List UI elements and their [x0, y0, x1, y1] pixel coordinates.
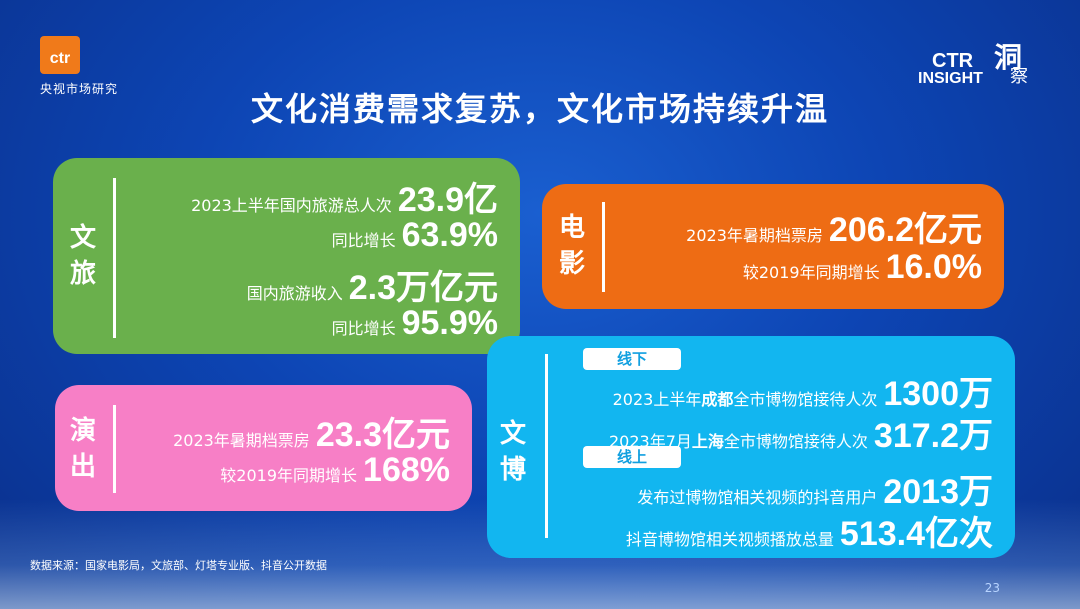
- row-value: 317.2万: [873, 417, 993, 455]
- insight-cha-text: 察: [1010, 66, 1028, 87]
- row-value: 63.9%: [401, 216, 498, 254]
- row-label-pre: 2023上半年: [612, 390, 702, 409]
- row-value: 23.9亿: [397, 181, 498, 219]
- card-wenbo: 文博 线下 2023上半年成都全市博物馆接待人次 1300万 2023年7月上海…: [487, 336, 1015, 558]
- row-label: 较2019年同期增长: [220, 466, 358, 485]
- dianying-row-2: 较2019年同期增长 16.0%: [743, 248, 982, 287]
- row-label-highlight: 成都: [701, 390, 734, 409]
- wenbo-offline-row-1: 2023上半年成都全市博物馆接待人次 1300万: [613, 366, 993, 415]
- card-wenlv-label: 文旅: [69, 223, 96, 289]
- wenlv-row-3: 国内旅游收入 2.3万亿元: [247, 260, 498, 309]
- wenbo-online-row-1: 发布过博物馆相关视频的抖音用户 2013万: [637, 464, 993, 513]
- card-divider: [545, 354, 548, 538]
- wenlv-row-4: 同比增长 95.9%: [332, 304, 498, 343]
- yanchu-row-1: 2023年暑期档票房 23.3亿元: [173, 407, 450, 456]
- ctr-logo-mark: ctr: [40, 36, 80, 74]
- insight-word-text: INSIGHT: [918, 70, 983, 87]
- yanchu-row-2: 较2019年同期增长 168%: [220, 451, 450, 490]
- row-value: 206.2亿元: [828, 211, 982, 249]
- ctr-logo: ctr 央视市场研究: [40, 36, 118, 97]
- row-label: 抖音博物馆相关视频播放总量: [625, 530, 834, 549]
- row-value: 2.3万亿元: [348, 269, 498, 307]
- card-divider: [113, 405, 116, 493]
- dianying-row-1: 2023年暑期档票房 206.2亿元: [686, 202, 982, 251]
- row-label-post: 全市博物馆接待人次: [733, 390, 878, 409]
- row-label: 2023上半年国内旅游总人次: [191, 196, 392, 215]
- tag-online: 线上: [583, 446, 681, 468]
- row-value: 168%: [363, 451, 450, 489]
- row-label: 较2019年同期增长: [742, 263, 880, 282]
- card-dianying-label: 电影: [558, 213, 585, 279]
- tag-offline: 线下: [583, 348, 681, 370]
- ctr-insight-logo: CTR INSIGHT 洞 察: [918, 40, 1038, 90]
- insight-dong-text: 洞: [994, 41, 1023, 74]
- row-value: 16.0%: [885, 248, 982, 286]
- row-label-post: 全市博物馆接待人次: [723, 432, 868, 451]
- row-label: 同比增长: [331, 231, 396, 250]
- row-value: 95.9%: [401, 304, 498, 342]
- row-label-highlight: 上海: [691, 432, 724, 451]
- wenlv-row-2: 同比增长 63.9%: [332, 216, 498, 255]
- row-label: 2023年暑期档票房: [173, 431, 310, 450]
- row-value: 2013万: [883, 473, 993, 511]
- card-yanchu-label: 演出: [69, 416, 96, 482]
- data-source-note: 数据来源：国家电影局，文旅部、灯塔专业版、抖音公开数据: [30, 559, 327, 572]
- card-yanchu: 演出 2023年暑期档票房 23.3亿元 较2019年同期增长 168%: [55, 385, 472, 511]
- row-label: 发布过博物馆相关视频的抖音用户: [637, 488, 878, 507]
- row-label: 国内旅游收入: [246, 284, 343, 303]
- row-label: 2023年暑期档票房: [686, 226, 823, 245]
- card-wenbo-label: 文博: [499, 419, 526, 485]
- card-wenlv: 文旅 2023上半年国内旅游总人次 23.9亿 同比增长 63.9% 国内旅游收…: [53, 158, 520, 354]
- row-label: 同比增长: [331, 319, 396, 338]
- ctr-logo-subtitle: 央视市场研究: [40, 82, 119, 96]
- page-number: 23: [984, 581, 1000, 595]
- wenlv-row-1: 2023上半年国内旅游总人次 23.9亿: [191, 172, 498, 221]
- card-divider: [602, 202, 605, 292]
- row-value: 23.3亿元: [315, 416, 450, 454]
- card-divider: [113, 178, 116, 338]
- card-dianying: 电影 2023年暑期档票房 206.2亿元 较2019年同期增长 16.0%: [542, 184, 1004, 309]
- row-value: 1300万: [883, 375, 993, 413]
- wenbo-online-row-2: 抖音博物馆相关视频播放总量 513.4亿次: [626, 506, 993, 555]
- row-value: 513.4亿次: [839, 515, 993, 553]
- insight-ctr-text: CTR: [932, 50, 974, 72]
- page-title: 文化消费需求复苏，文化市场持续升温: [250, 90, 829, 128]
